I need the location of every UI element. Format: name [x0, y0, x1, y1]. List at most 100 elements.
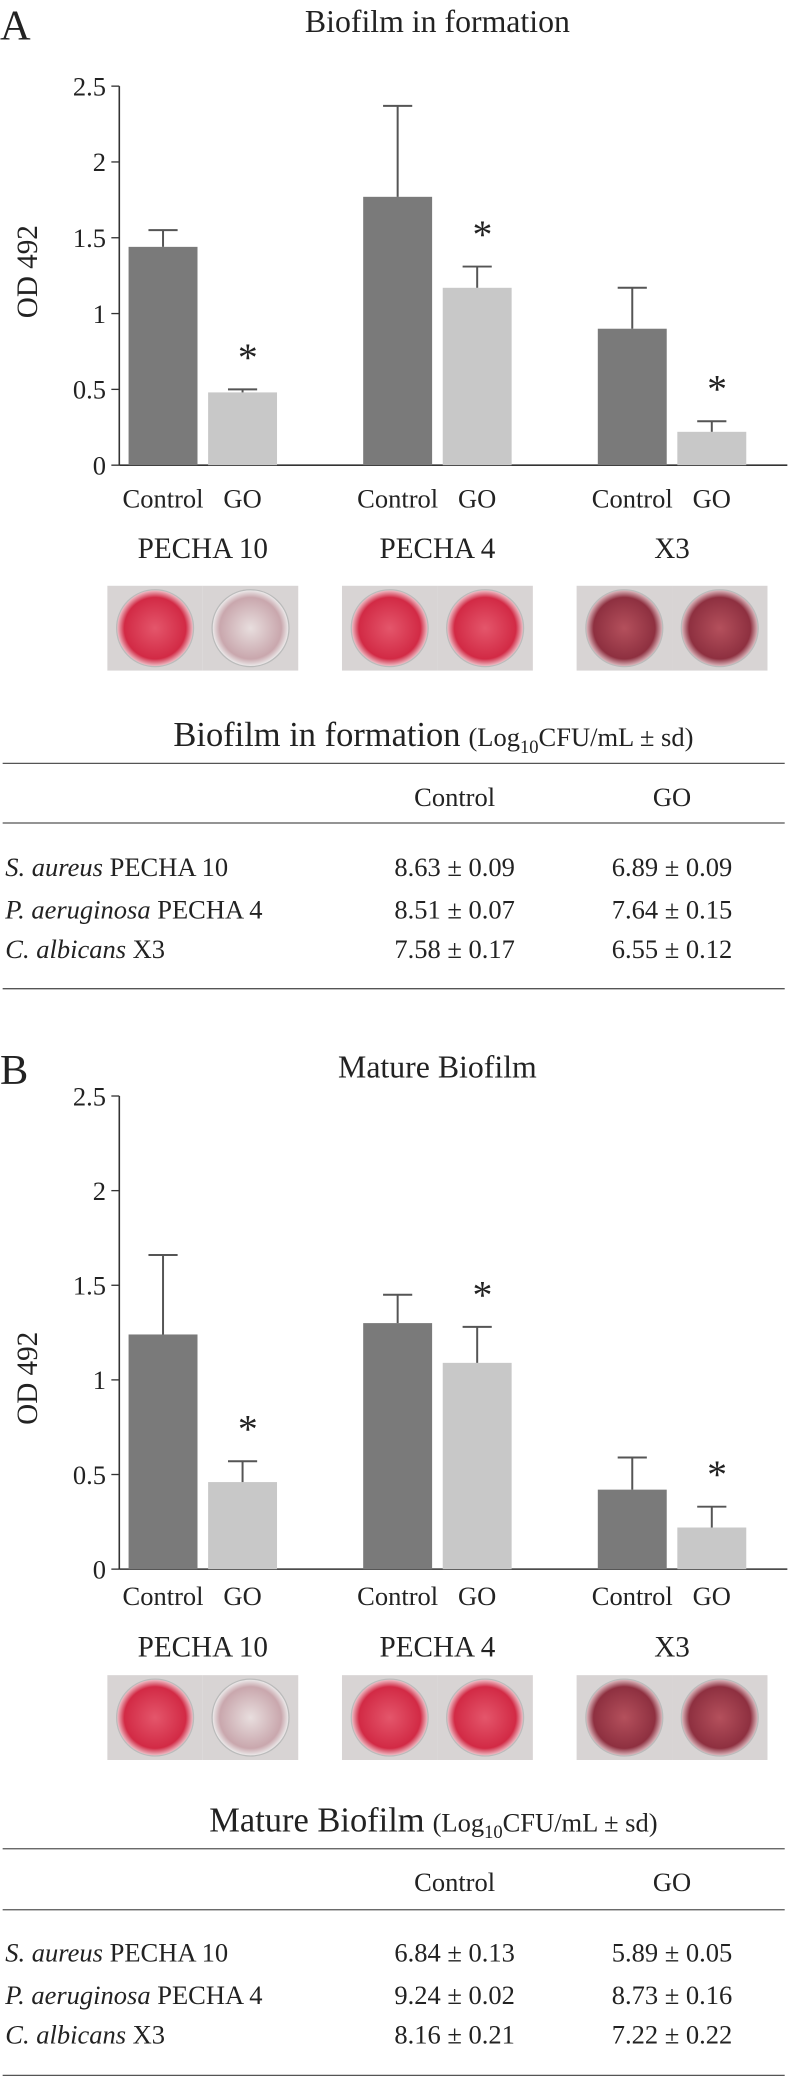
- well-image: [585, 589, 664, 668]
- y-tick-label: 2: [93, 147, 106, 177]
- species: C. albicans: [5, 2020, 126, 2050]
- group-label: PECHA 10: [138, 1632, 268, 1664]
- species: P. aeruginosa: [4, 894, 150, 924]
- table-title: Biofilm in formation (Log10CFU/mL ± sd): [173, 716, 693, 758]
- well-image: [680, 589, 759, 668]
- species: S. aureus: [5, 1937, 103, 1967]
- error-bar: [383, 104, 413, 197]
- strain: PECHA 4: [157, 1980, 262, 2010]
- table-cell: 5.89 ± 0.05: [612, 1937, 733, 1967]
- table-cell: 6.89 ± 0.09: [612, 852, 733, 882]
- well-image: [446, 1678, 525, 1757]
- bar-label: GO: [458, 1581, 496, 1611]
- y-tick-label: 0.5: [73, 1460, 106, 1490]
- row-label: C. albicans X3: [5, 934, 165, 964]
- row-label: P. aeruginosa PECHA 4: [4, 894, 262, 924]
- bar: [677, 1527, 747, 1570]
- table-cell: 8.63 ± 0.09: [394, 852, 515, 882]
- well-image: [585, 1678, 664, 1757]
- bar-label: Control: [357, 1581, 438, 1611]
- bar-label: GO: [223, 1581, 261, 1611]
- y-tick-label: 0: [93, 450, 106, 480]
- group-label: PECHA 4: [380, 533, 496, 565]
- bar-label: GO: [693, 1581, 731, 1611]
- error-bar: [697, 1505, 727, 1528]
- bar: [597, 328, 667, 466]
- strain: X3: [133, 934, 165, 964]
- group-label: X3: [654, 1632, 690, 1664]
- bar: [442, 1362, 512, 1570]
- y-tick-label: 1.5: [73, 1271, 106, 1301]
- bar-label: GO: [223, 484, 261, 514]
- column-header: Control: [414, 1867, 495, 1897]
- well-image: [680, 1678, 759, 1757]
- bar-label: Control: [123, 484, 204, 514]
- table-cell: 8.16 ± 0.21: [394, 2020, 515, 2050]
- bar: [677, 431, 747, 466]
- error-bar: [462, 1325, 492, 1363]
- strain: PECHA 10: [110, 1937, 229, 1967]
- bar: [597, 1489, 667, 1570]
- column-header: Control: [414, 782, 495, 812]
- y-axis-label: OD 492: [12, 1332, 44, 1425]
- table-cell: 7.64 ± 0.15: [612, 894, 733, 924]
- well-image: [211, 1678, 290, 1757]
- table-unit: (Log: [468, 722, 520, 752]
- bar: [128, 1334, 198, 1570]
- well-image: [115, 589, 195, 668]
- table-cell: 7.22 ± 0.22: [612, 2020, 733, 2050]
- group-label: PECHA 4: [380, 1632, 496, 1664]
- y-tick-label: 1: [93, 299, 106, 329]
- y-tick-label: 1.5: [73, 223, 106, 253]
- well-image: [350, 589, 429, 668]
- group-label: PECHA 10: [138, 533, 268, 565]
- bar-label: GO: [693, 484, 731, 514]
- column-header: GO: [653, 1867, 691, 1897]
- well-image: [350, 1678, 429, 1757]
- y-tick-label: 0.5: [73, 375, 106, 405]
- y-tick-label: 2: [93, 1176, 106, 1206]
- row-label: C. albicans X3: [5, 2020, 165, 2050]
- panel-letter: A: [0, 3, 31, 50]
- species: S. aureus: [5, 852, 103, 882]
- error-bar: [617, 286, 647, 329]
- table-unit: (Log: [433, 1808, 485, 1838]
- significance-mark: *: [238, 1408, 258, 1452]
- y-tick-label: 1: [93, 1365, 106, 1395]
- well-image: [115, 1678, 195, 1757]
- species: C. albicans: [5, 934, 126, 964]
- strain: PECHA 10: [110, 852, 229, 882]
- table-unit: CFU/mL ± sd): [503, 1808, 658, 1838]
- bar: [363, 1323, 433, 1570]
- y-tick-label: 2.5: [73, 71, 106, 101]
- table-cell: 7.58 ± 0.17: [394, 934, 515, 964]
- table-unit: CFU/mL ± sd): [539, 722, 694, 752]
- bar-label: GO: [458, 484, 496, 514]
- table-unit-sub: 10: [520, 737, 539, 758]
- y-axis-label: OD 492: [12, 225, 44, 318]
- strain: PECHA 4: [157, 894, 262, 924]
- significance-mark: *: [473, 213, 493, 257]
- species: P. aeruginosa: [4, 1980, 150, 2010]
- well-image: [211, 589, 290, 668]
- error-bar: [227, 1460, 258, 1483]
- panel-letter: B: [0, 1047, 28, 1094]
- bar-label: Control: [357, 484, 438, 514]
- table-title-text: Biofilm in formation: [173, 716, 460, 754]
- error-bar: [148, 1253, 178, 1335]
- table-title: Mature Biofilm (Log10CFU/mL ± sd): [209, 1802, 657, 1844]
- table-cell: 8.51 ± 0.07: [394, 894, 515, 924]
- significance-mark: *: [473, 1273, 493, 1317]
- significance-mark: *: [707, 1453, 727, 1497]
- bar: [363, 196, 433, 466]
- error-bar: [462, 265, 492, 288]
- table-cell: 6.84 ± 0.13: [394, 1937, 515, 1967]
- row-label: P. aeruginosa PECHA 4: [4, 1980, 262, 2010]
- bar-label: Control: [592, 1581, 673, 1611]
- bar-label: Control: [592, 484, 673, 514]
- table-unit-sub: 10: [484, 1822, 503, 1843]
- table-cell: 8.73 ± 0.16: [612, 1980, 733, 2010]
- row-label: S. aureus PECHA 10: [5, 1937, 228, 1967]
